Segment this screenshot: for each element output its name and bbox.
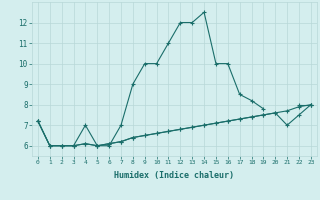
X-axis label: Humidex (Indice chaleur): Humidex (Indice chaleur) [115,171,234,180]
